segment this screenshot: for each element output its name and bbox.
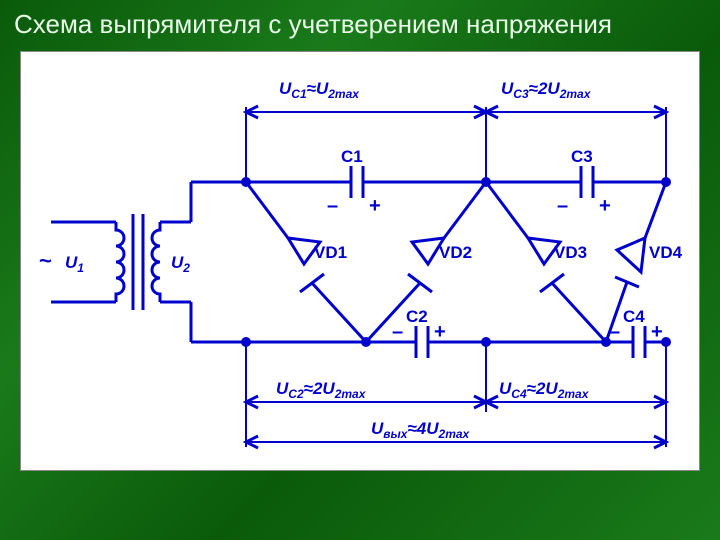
dim-uc1: UC1≈U2max (279, 79, 360, 101)
c3-label: C3 (571, 147, 593, 166)
diode-vd3: VD3 (486, 182, 606, 342)
dim-uc4: UC4≈2U2max (499, 379, 590, 401)
circuit-diagram: UC1≈U2max UC3≈2U2max ~ U1 U2 (20, 51, 700, 471)
dim-uc2: UC2≈2U2max (276, 379, 367, 401)
c3-minus: – (557, 195, 568, 217)
dim-uc3: UC3≈2U2max (501, 79, 592, 101)
slide-title: Схема выпрямителя с учетверением напряже… (14, 8, 706, 41)
c4-plus: + (651, 321, 663, 343)
dim-uout: Uвых≈4U2max (371, 419, 471, 441)
u1-label: U1 (65, 253, 84, 275)
c2-plus: + (434, 321, 446, 343)
c2-label: C2 (406, 307, 428, 326)
svg-text:VD4: VD4 (649, 243, 683, 262)
c3-plus: + (599, 195, 611, 217)
c4-label: C4 (623, 307, 645, 326)
c2-minus: – (392, 321, 403, 343)
svg-text:VD1: VD1 (314, 243, 347, 262)
svg-text:VD2: VD2 (439, 243, 472, 262)
c1-label: C1 (341, 147, 363, 166)
diode-vd1: VD1 (246, 182, 366, 342)
c1-plus: + (369, 195, 381, 217)
svg-text:VD3: VD3 (554, 243, 587, 262)
ac-symbol: ~ (39, 248, 52, 273)
c1-minus: – (327, 195, 338, 217)
u2-label: U2 (171, 253, 190, 275)
